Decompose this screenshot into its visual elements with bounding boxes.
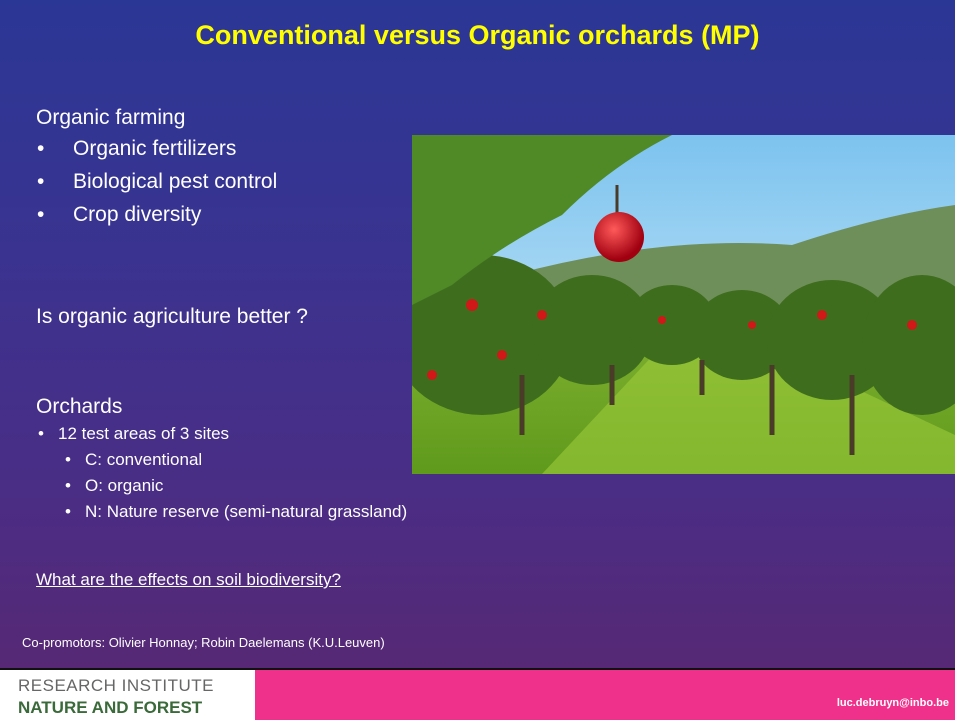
logo-line: NATURE AND FOREST <box>18 698 203 717</box>
slide-title: Conventional versus Organic orchards (MP… <box>195 20 760 50</box>
heading: Organic farming <box>36 106 186 129</box>
footer-bar: luc.debruyn@inbo.be <box>255 670 955 720</box>
logo-line: RESEARCH INSTITUTE <box>18 676 215 695</box>
sub-bullet: N: Nature reserve (semi-natural grasslan… <box>65 502 407 522</box>
research-question: What are the effects on soil biodiversit… <box>36 570 341 589</box>
bullet: Crop diversity <box>37 203 201 227</box>
copromotors: Co-promotors: Olivier Honnay; Robin Dael… <box>22 635 385 650</box>
sub-bullet: C: conventional <box>65 450 202 470</box>
heading: Orchards <box>36 395 123 418</box>
divider <box>0 668 955 670</box>
email: luc.debruyn@inbo.be <box>836 697 949 709</box>
sub-bullet: O: organic <box>65 476 164 496</box>
bullet: Biological pest control <box>37 170 277 194</box>
bullet: Organic fertilizers <box>37 137 236 161</box>
orchard-photo <box>412 135 955 474</box>
bullet: 12 test areas of 3 sites <box>38 424 229 444</box>
logo-box: RESEARCH INSTITUTE NATURE AND FOREST <box>0 670 255 720</box>
question: Is organic agriculture better ? <box>36 305 308 328</box>
